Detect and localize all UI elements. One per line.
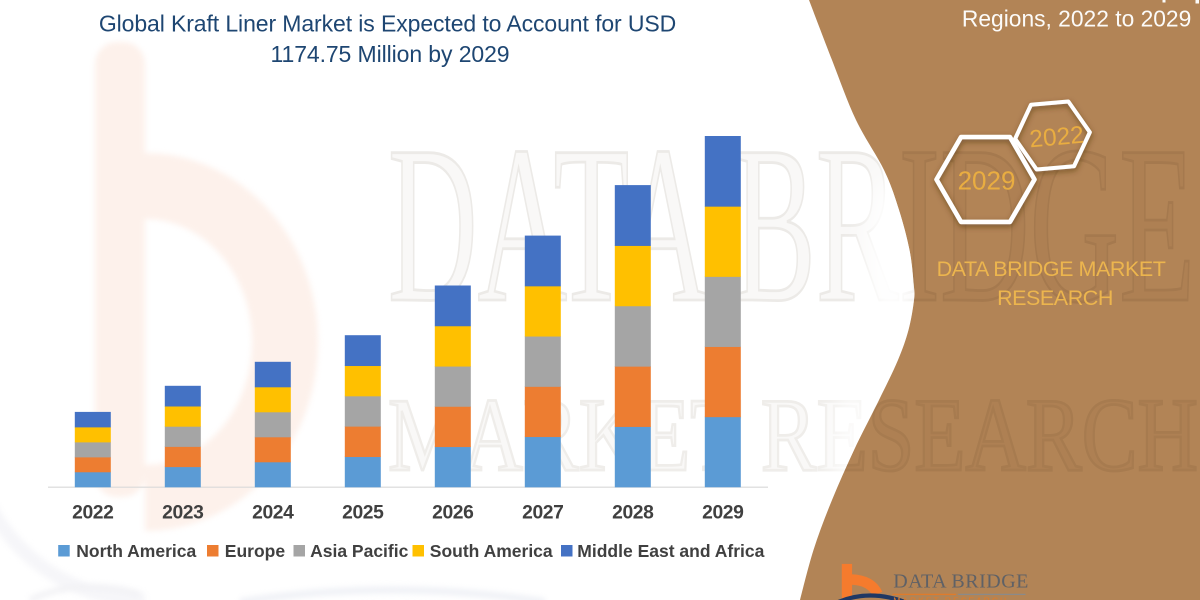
svg-text:DATA BRIDGE: DATA BRIDGE	[388, 99, 1195, 349]
svg-text:MARKET RESEARCH: MARKET RESEARCH	[893, 596, 1008, 600]
svg-text:Global Kraft Liner Market is E: Global Kraft Liner Market is Expected to…	[99, 10, 676, 36]
svg-text:2029: 2029	[702, 502, 743, 523]
svg-text:South America: South America	[430, 541, 553, 561]
svg-text:2022: 2022	[72, 502, 113, 523]
svg-text:2026: 2026	[432, 502, 474, 523]
svg-text:2028: 2028	[612, 502, 654, 523]
svg-text:2024: 2024	[252, 502, 294, 523]
svg-text:2023: 2023	[162, 502, 204, 523]
svg-text:Middle East and Africa: Middle East and Africa	[577, 541, 764, 561]
svg-text:2027: 2027	[522, 502, 563, 523]
svg-text:MARKET RESEARCH: MARKET RESEARCH	[388, 376, 1198, 493]
svg-text:DATA BRIDGE: DATA BRIDGE	[893, 571, 1029, 593]
svg-text:2029: 2029	[958, 166, 1016, 196]
svg-text:North America: North America	[76, 541, 196, 561]
svg-text:1174.75 Million by 2029: 1174.75 Million by 2029	[271, 41, 510, 67]
svg-text:RESEARCH: RESEARCH	[997, 286, 1113, 310]
svg-text:Regions, 2022 to 2029: Regions, 2022 to 2029	[962, 5, 1191, 31]
svg-text:DATA BRIDGE MARKET: DATA BRIDGE MARKET	[937, 257, 1166, 281]
svg-text:2025: 2025	[342, 502, 384, 523]
svg-text:Asia Pacific: Asia Pacific	[310, 541, 409, 561]
svg-text:2022: 2022	[1028, 122, 1085, 154]
svg-text:Europe: Europe	[225, 541, 286, 561]
